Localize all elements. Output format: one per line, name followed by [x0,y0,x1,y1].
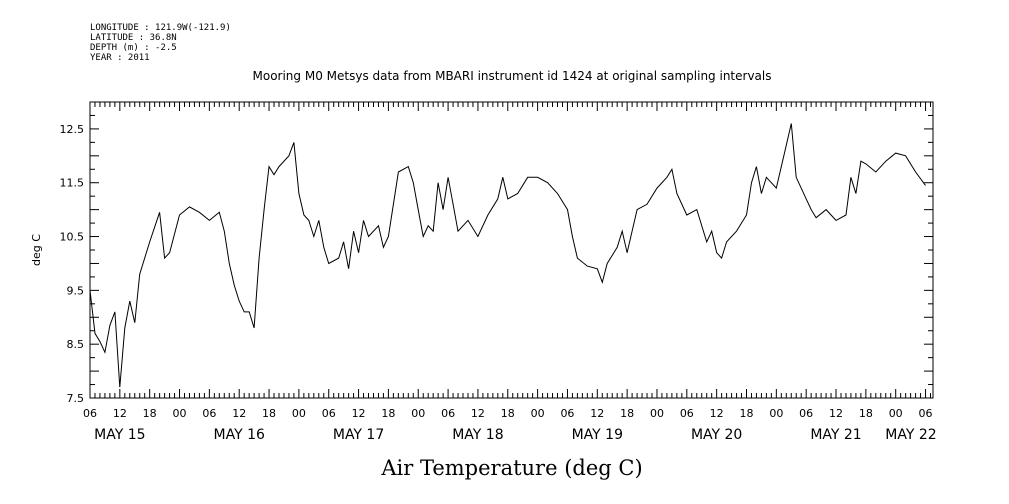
day-label: MAY 19 [572,427,623,443]
x-tick-label: 06 [560,407,574,420]
day-label: MAY 17 [333,427,384,443]
x-tick-label: 00 [650,407,664,420]
depth-info: DEPTH (m) : -2.5 [90,43,177,53]
chart-title: Mooring M0 Metsys data from MBARI instru… [253,69,772,83]
x-tick-label: 06 [799,407,813,420]
y-tick-label: 10.5 [60,231,85,244]
x-tick-label: 00 [173,407,187,420]
y-tick-label: 12.5 [60,123,85,136]
y-tick-label: 7.5 [67,392,85,405]
x-tick-label: 06 [83,407,97,420]
x-tick-label: 18 [501,407,515,420]
y-tick-label: 8.5 [67,338,85,351]
longitude-info: LONGITUDE : 121.9W(-121.9) [90,23,231,33]
latitude-info: LATITUDE : 36.8N [90,33,177,43]
y-axis-label: deg C [30,234,43,266]
y-tick-label: 11.5 [60,177,85,190]
day-label: MAY 20 [691,427,742,443]
day-label: MAY 18 [452,427,503,443]
x-tick-label: 12 [232,407,246,420]
axis-labels: 7.5 8.5 9.5 10.5 11.5 12.5 06 12 18 00 06 12 18 00 06 1… [60,123,937,443]
x-tick-label: 00 [531,407,545,420]
x-tick-label: 18 [381,407,395,420]
x-tick-label: 12 [352,407,366,420]
day-label: MAY 16 [214,427,265,443]
x-tick-label: 06 [680,407,694,420]
plot-frame [89,101,934,399]
axis-ticks [89,101,933,399]
x-tick-label: 18 [620,407,634,420]
x-tick-label: 06 [919,407,933,420]
x-tick-label: 18 [739,407,753,420]
x-tick-label: 06 [322,407,336,420]
x-axis-title: Air Temperature (deg C) [380,456,642,480]
day-label: MAY 22 [885,427,936,443]
series-line-air-temperature [89,123,926,388]
day-label: MAY 21 [810,427,861,443]
year-info: YEAR : 2011 [90,53,150,63]
x-tick-label: 12 [471,407,485,420]
x-tick-label: 12 [829,407,843,420]
x-tick-label: 00 [889,407,903,420]
x-tick-label: 06 [441,407,455,420]
x-tick-label: 12 [590,407,604,420]
x-tick-label: 12 [710,407,724,420]
x-tick-label: 00 [411,407,425,420]
x-tick-label: 00 [769,407,783,420]
day-label: MAY 15 [94,427,145,443]
y-tick-label: 9.5 [67,284,85,297]
x-tick-label: 00 [292,407,306,420]
x-tick-label: 06 [202,407,216,420]
x-tick-label: 18 [143,407,157,420]
x-tick-label: 18 [262,407,276,420]
x-tick-label: 18 [859,407,873,420]
x-tick-label: 12 [113,407,127,420]
